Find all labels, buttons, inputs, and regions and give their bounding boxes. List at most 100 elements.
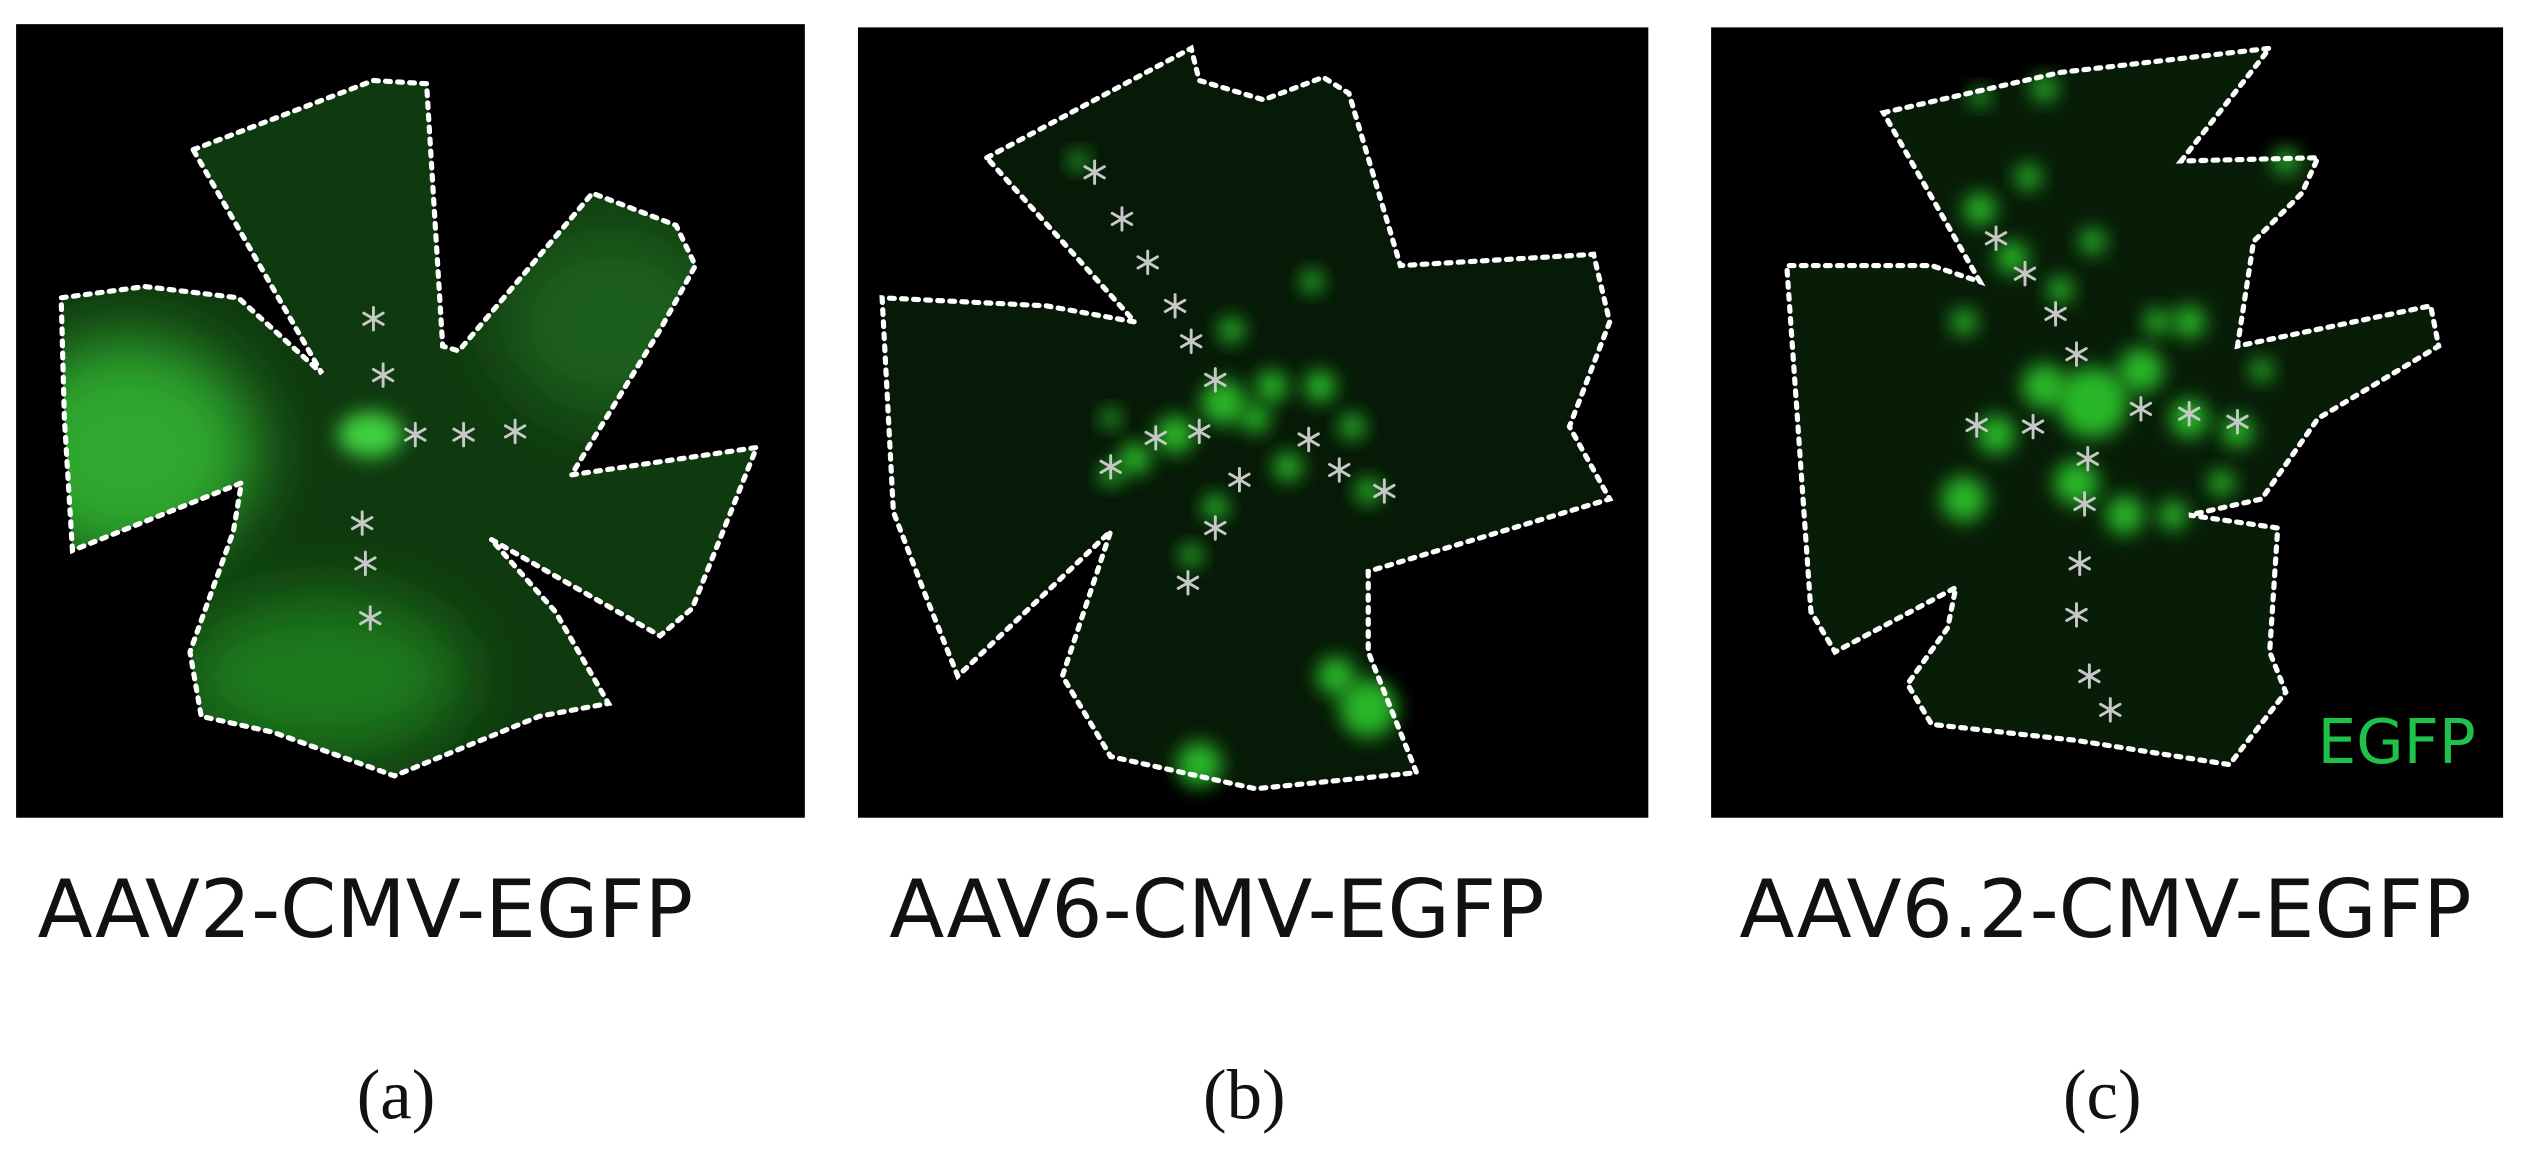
asterisk [1099, 454, 1122, 480]
panel-b [857, 27, 1649, 818]
asterisk-stroke [2044, 306, 2067, 321]
asterisk-stroke [1373, 483, 1396, 499]
asterisk [362, 306, 385, 332]
asterisk [1297, 426, 1320, 453]
fluorescent-spot [1255, 370, 1288, 403]
fluorescent-spot [2173, 305, 2206, 339]
asterisk [2076, 446, 2099, 472]
fluorescent-spot [1241, 404, 1271, 434]
fluorescent-spot [2144, 309, 2170, 335]
asterisk-stroke [1188, 424, 1211, 439]
asterisk-stroke [1228, 472, 1251, 487]
asterisk [2065, 602, 2088, 628]
image-label: AAV6-CMV-EGFP [889, 862, 1544, 956]
fluorescent-spot [2158, 500, 2188, 530]
asterisk [2021, 413, 2045, 440]
asterisk [1328, 457, 1351, 483]
asterisk [2099, 697, 2122, 723]
fluorescent-spot [1963, 193, 1997, 226]
asterisk-stroke [404, 427, 427, 442]
asterisk [2177, 400, 2201, 427]
fluorescent-spot [2015, 164, 2042, 190]
asterisk [2073, 491, 2096, 517]
fluorescent-spot [1101, 408, 1121, 429]
fluorescent-spot [2079, 228, 2106, 255]
asterisk [452, 421, 475, 448]
asterisk [1204, 515, 1227, 541]
asterisk-stroke [1965, 417, 1988, 433]
asterisk-stroke [2073, 496, 2096, 511]
asterisk-stroke [2078, 668, 2101, 684]
fluorescent-spot [1176, 742, 1222, 788]
asterisk-stroke [452, 427, 475, 442]
asterisk-stroke [1163, 298, 1187, 313]
fluorescent-spot [1316, 656, 1356, 696]
fluorescent-spot [1200, 379, 1246, 425]
asterisk [404, 421, 427, 448]
asterisk-stroke [2076, 451, 2099, 466]
fluorescent-spot [2057, 367, 2129, 438]
fluorescent-spot [2021, 363, 2067, 409]
asterisk [1083, 159, 1106, 185]
asterisk [1179, 328, 1203, 354]
asterisk [1144, 425, 1167, 451]
asterisk-stroke [362, 311, 385, 326]
asterisk-stroke [2177, 406, 2201, 421]
retina-outline [879, 44, 1614, 792]
asterisk [2044, 301, 2067, 327]
asterisk-stroke [2013, 266, 2037, 281]
asterisk [1204, 367, 1227, 393]
asterisk [2065, 341, 2088, 367]
asterisk-stroke [1179, 334, 1203, 349]
fluorescent-spot [1339, 413, 1366, 440]
asterisk [1136, 249, 1159, 276]
asterisk-stroke [359, 611, 382, 626]
asterisk [354, 550, 377, 577]
asterisk [2078, 663, 2101, 689]
retina-outline [1783, 45, 2442, 768]
asterisk [1110, 206, 1134, 232]
asterisk-stroke [1110, 211, 1134, 227]
asterisk [350, 510, 374, 536]
asterisk-stroke [1083, 165, 1106, 180]
asterisk [1163, 293, 1187, 319]
fluorescent-spot [1068, 151, 1089, 171]
fluorescent-spot [1179, 544, 1203, 567]
asterisk-stroke [2065, 347, 2088, 362]
fluorescent-spot [1273, 452, 1303, 482]
panel-a [16, 24, 805, 818]
asterisks [350, 306, 527, 631]
asterisk-stroke [350, 516, 374, 531]
asterisk-stroke [1328, 462, 1351, 478]
asterisk-stroke [1099, 459, 1122, 474]
asterisk-stroke [2226, 414, 2249, 429]
channel-label: EGFP [2318, 707, 2476, 778]
asterisk-stroke [1136, 255, 1159, 270]
asterisk [1228, 466, 1251, 493]
fluorescent-spot [2053, 460, 2100, 506]
asterisk-stroke [1204, 372, 1227, 387]
panel-c: EGFP [1711, 27, 2504, 818]
asterisk [2068, 550, 2091, 577]
asterisk-stroke [2021, 419, 2045, 434]
asterisk [371, 362, 395, 388]
image-label: AAV6.2-CMV-EGFP [1739, 862, 2471, 956]
asterisk [1188, 418, 1211, 445]
image-label: AAV2-CMV-EGFP [38, 862, 693, 956]
asterisk-stroke [2129, 401, 2153, 416]
fluorescent-spot [1218, 317, 1245, 343]
asterisk-stroke [503, 424, 527, 439]
asterisk [1176, 569, 1200, 596]
fluorescent-spot [1950, 309, 1977, 335]
asterisks [1083, 159, 1396, 596]
fluorescent-spot [2250, 358, 2273, 382]
fluorescent-spot [2031, 75, 2058, 102]
asterisk [503, 418, 527, 445]
panel-caption: (b) [1203, 1057, 1286, 1135]
asterisk-stroke [2068, 556, 2091, 571]
asterisk-stroke [1204, 520, 1227, 536]
asterisk-stroke [2065, 607, 2088, 622]
fluorescent-spot [1976, 415, 2016, 454]
fluorescent-spot [2118, 347, 2164, 393]
